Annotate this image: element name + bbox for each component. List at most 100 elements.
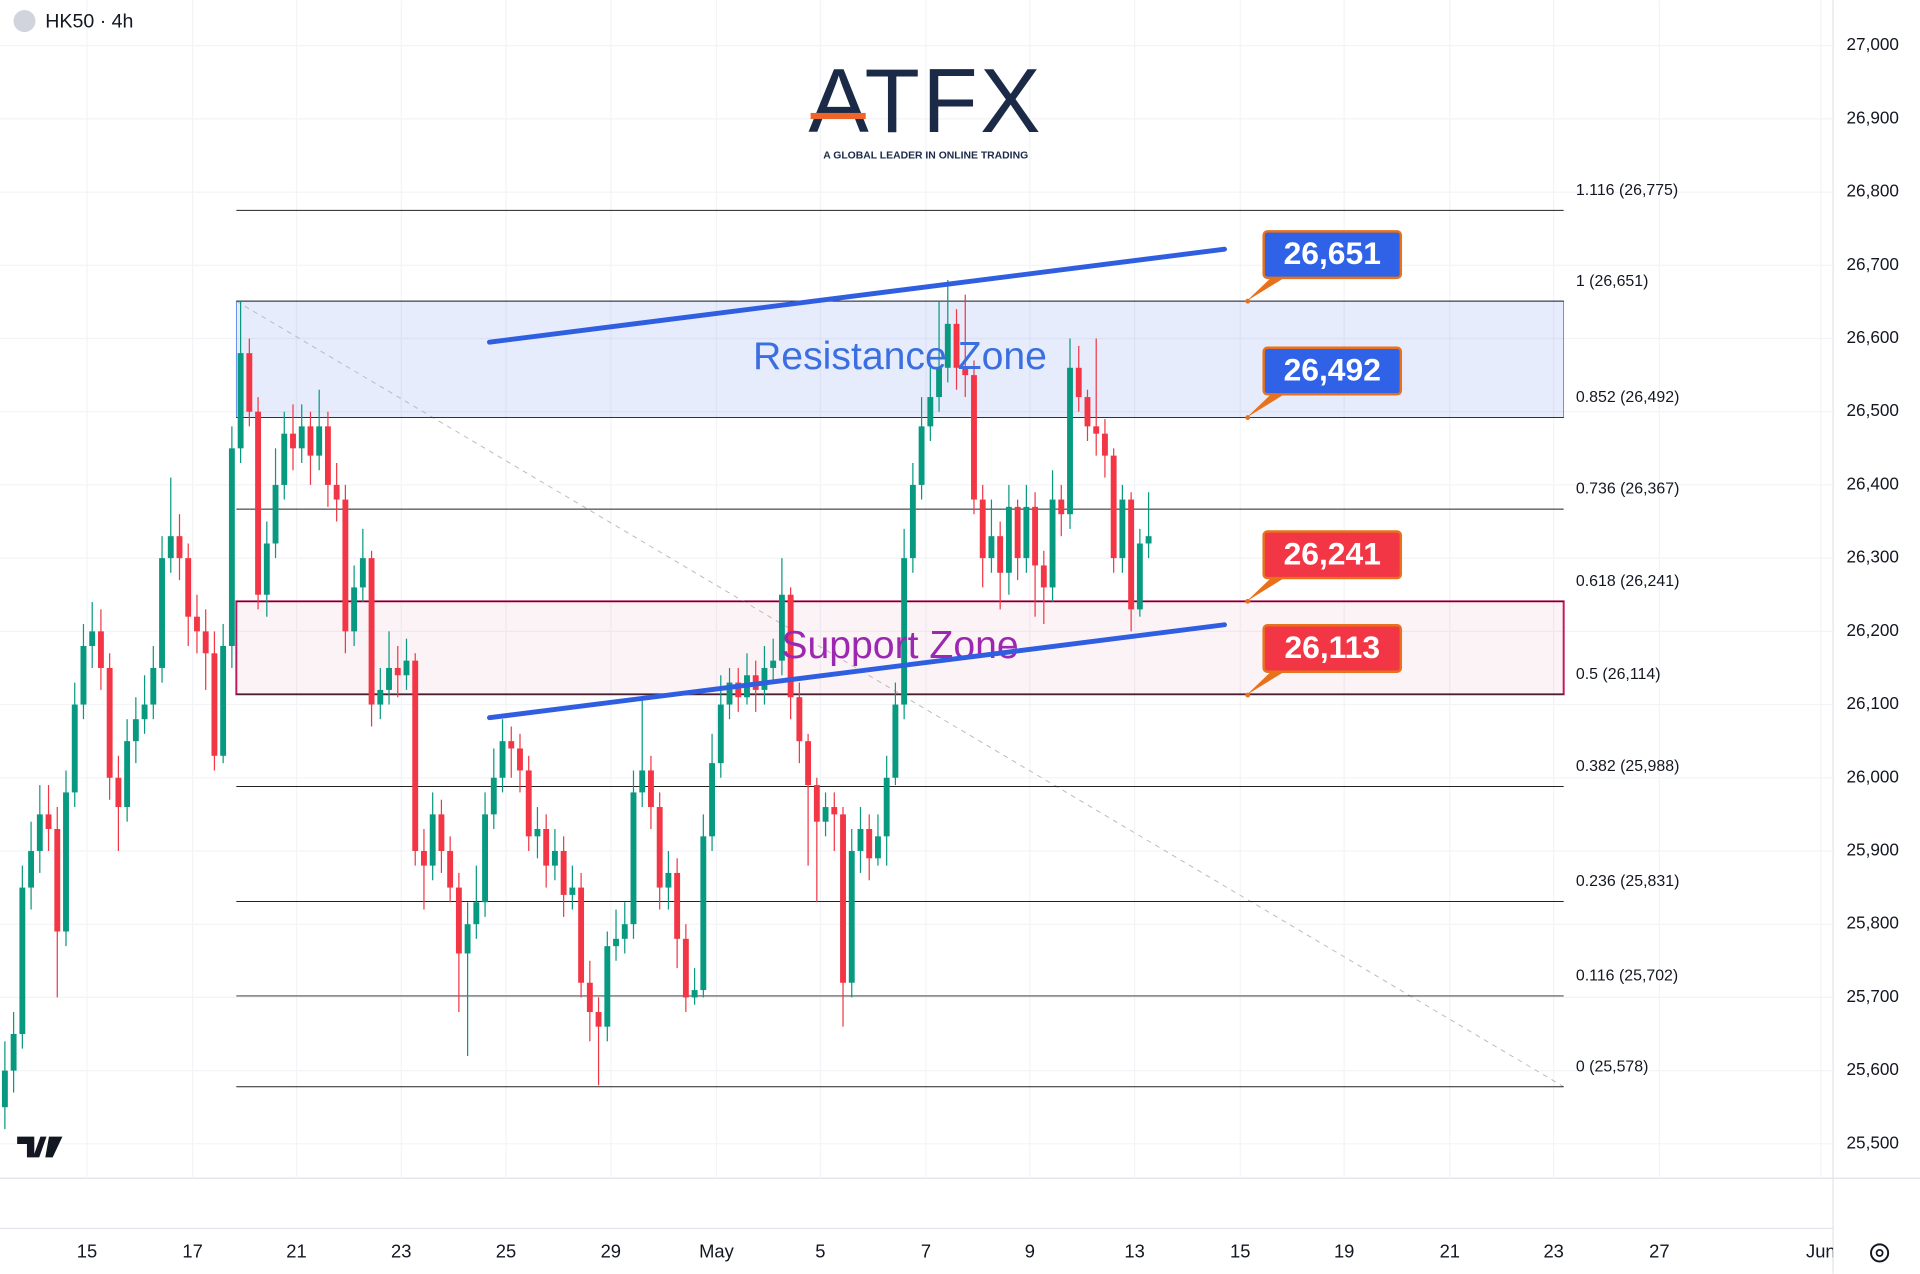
fib-label: 0.116 (25,702) (1576, 968, 1678, 985)
y-tick-label: 27,000 (1847, 34, 1899, 54)
candle-body (709, 763, 716, 837)
candle-body (272, 484, 279, 544)
candle-body (604, 946, 611, 1027)
x-tick-label: 27 (1649, 1241, 1669, 1262)
candle-body (429, 814, 436, 866)
candle-body (1119, 499, 1126, 559)
candle-body (80, 645, 87, 705)
settings-icon-center[interactable] (1875, 1249, 1884, 1257)
fib-label: 0.852 (26,492) (1576, 389, 1679, 406)
candle-body (36, 814, 43, 851)
candle-body (194, 616, 200, 632)
candle-body (351, 587, 358, 632)
y-tick-label: 26,000 (1847, 766, 1899, 786)
y-tick-label: 26,800 (1847, 181, 1899, 201)
fib-label: 0.236 (25,831) (1576, 873, 1679, 890)
candle-body (787, 594, 794, 698)
x-tick-label: 21 (286, 1241, 306, 1262)
candle-body (674, 872, 681, 939)
symbol-title: HK50 · 4h (45, 10, 133, 32)
candle-body (324, 426, 331, 485)
callout-label: 26,492 (1284, 352, 1381, 388)
y-tick-label: 26,900 (1847, 107, 1899, 127)
candle-body (1023, 506, 1030, 559)
x-tick-label: 13 (1124, 1241, 1144, 1262)
candle-body (560, 850, 567, 895)
candle-body (185, 558, 192, 617)
candle-body (613, 938, 619, 947)
x-tick-label: 19 (1334, 1241, 1354, 1262)
candle-body (421, 850, 427, 866)
callout-anchor (1245, 415, 1251, 421)
candle-body (202, 631, 209, 654)
candle-body (883, 777, 890, 837)
candle-body (412, 660, 419, 851)
candle-body (691, 990, 698, 998)
candle-body (848, 850, 855, 983)
candle-body (307, 426, 314, 456)
candle-body (578, 887, 585, 983)
candle-body (141, 704, 148, 720)
candle-body (656, 807, 663, 888)
candle-body (770, 660, 777, 668)
candle-body (473, 902, 480, 925)
candle-body (700, 836, 707, 991)
candle-body (665, 872, 672, 888)
candle-body (639, 770, 646, 793)
candle-body (447, 850, 454, 888)
fib-label: 0 (25,578) (1576, 1058, 1649, 1075)
y-tick-label: 26,600 (1847, 327, 1899, 347)
x-tick-label: 29 (601, 1241, 621, 1262)
callout-anchor (1245, 598, 1251, 604)
y-tick-label: 25,900 (1847, 840, 1899, 860)
candle-body (534, 829, 541, 837)
candle-body (159, 558, 165, 668)
y-tick-label: 26,400 (1847, 473, 1899, 493)
candle-body (438, 814, 445, 851)
candle-body (359, 558, 366, 588)
candle-body (1145, 536, 1152, 544)
candle-body (726, 682, 733, 705)
candle-body (490, 777, 497, 815)
candle-body (1084, 397, 1091, 427)
x-tick-label: 15 (1230, 1241, 1250, 1262)
candles (1, 279, 1152, 1130)
x-tick-label: 17 (182, 1241, 202, 1262)
candle-body (944, 323, 951, 368)
callout-label: 26,113 (1284, 629, 1380, 665)
candle-body (569, 887, 576, 895)
candle-body (403, 660, 410, 676)
candle-body (89, 631, 96, 646)
candle-body (1058, 499, 1065, 515)
trendline (486, 622, 1227, 721)
fib-label: 1.116 (26,775) (1576, 182, 1678, 199)
candle-body (796, 697, 803, 742)
callout-box (1262, 230, 1403, 280)
candle-body (909, 484, 916, 559)
y-tick-label: 26,700 (1847, 254, 1899, 274)
callout-pointer (1246, 275, 1289, 302)
candle-body (228, 448, 235, 646)
callout-anchor (1245, 298, 1251, 304)
candle-body (19, 887, 26, 1034)
candle-body (1005, 506, 1012, 573)
candle-body (176, 536, 183, 559)
candle-body (1049, 499, 1056, 588)
settings-icon[interactable] (1870, 1243, 1890, 1263)
candle-body (237, 353, 244, 449)
candle-body (220, 645, 227, 756)
candle-body (124, 741, 131, 808)
candle-body (1067, 367, 1073, 515)
fib-diagonal (236, 300, 1564, 1088)
candle-body (1110, 455, 1117, 559)
tv-logo (17, 1136, 63, 1158)
x-tick-label: 15 (77, 1241, 97, 1262)
candle-body (63, 792, 69, 932)
plot: 1.116 (26,775) 1 (26,651) 0.852 (26,492) 0.… (1, 182, 1679, 1130)
candle-body (822, 807, 829, 822)
x-tick-label: 7 (921, 1241, 931, 1262)
candle-body (1, 1070, 8, 1108)
candle-body (586, 982, 593, 1013)
symbol-icon (13, 10, 36, 33)
